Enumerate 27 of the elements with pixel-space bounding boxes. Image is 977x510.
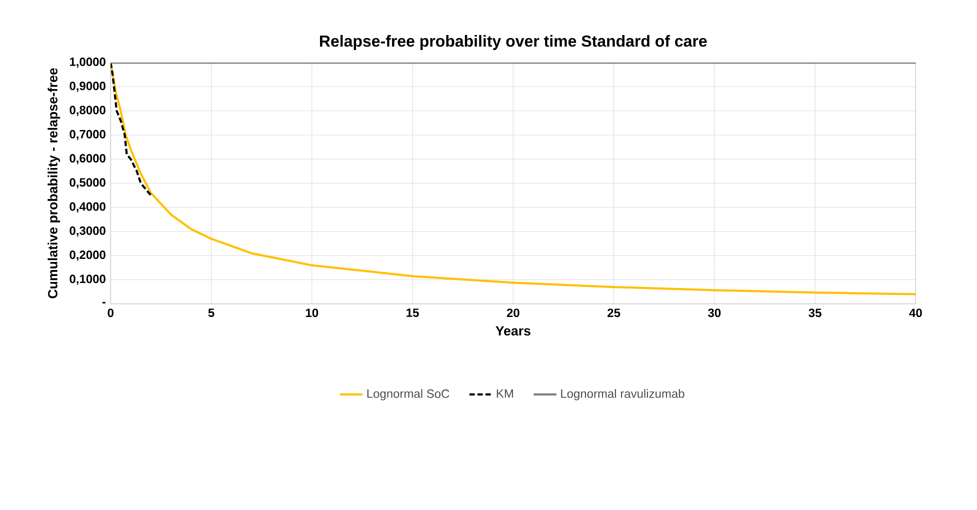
legend-label: KM	[496, 389, 513, 398]
y-tick-label: 1,0000	[70, 57, 106, 68]
y-tick-label: 0,1000	[70, 274, 106, 285]
y-tick-label: 0,6000	[70, 154, 106, 164]
y-tick-label: 0,7000	[70, 130, 106, 140]
y-tick-label: -	[102, 302, 106, 304]
legend-label: Lognormal SoC	[367, 388, 450, 400]
y-tick-label: 0,9000	[70, 81, 106, 92]
y-axis-title: Cumulative probability - relapse-free	[48, 68, 60, 298]
x-tick-label: 20	[506, 308, 520, 317]
chart-title: Relapse-free probability over time Standard of care	[320, 34, 707, 50]
x-tick-label: 30	[708, 308, 721, 317]
x-tick-label: 15	[406, 308, 419, 317]
x-tick-label: 10	[306, 308, 318, 317]
y-tick-label: 0,3000	[70, 226, 106, 236]
x-tick-label: 5	[208, 308, 214, 317]
x-tick-label: 25	[608, 308, 620, 317]
x-axis-title: Years	[496, 326, 530, 336]
line-series	[110, 62, 152, 196]
legend-label: Lognormal ravulizumab	[561, 388, 684, 400]
y-tick-label: 0,4000	[70, 202, 106, 212]
y-tick-label: 0,2000	[70, 250, 106, 261]
x-tick-label: 35	[808, 308, 822, 317]
x-tick-label: 40	[909, 308, 922, 317]
x-tick-label: 0	[108, 308, 114, 317]
y-tick-label: 0,8000	[70, 106, 106, 116]
y-tick-label: 0,5000	[70, 178, 106, 188]
